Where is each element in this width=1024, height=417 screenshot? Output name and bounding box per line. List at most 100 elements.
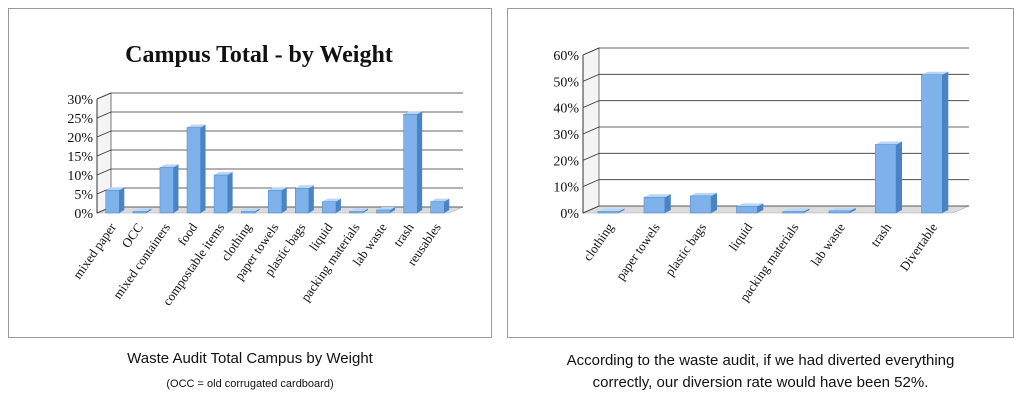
- bar-front: [105, 189, 120, 214]
- bar-top: [349, 208, 368, 212]
- bar-liquid: [322, 198, 341, 214]
- bar-front: [874, 144, 897, 214]
- bar-front: [782, 211, 804, 214]
- bar-top: [921, 71, 949, 75]
- bar-top: [430, 198, 450, 202]
- caption-right: According to the waste audit, if we had …: [507, 350, 1014, 394]
- bar-side: [618, 208, 625, 213]
- bar-top: [241, 208, 260, 212]
- bar-reusables: [430, 198, 450, 214]
- bar-packing-materials: [782, 208, 810, 214]
- left-chart-gridline-side: [96, 130, 112, 138]
- bar-front: [267, 189, 283, 214]
- xtick-label-mixed-paper: mixed paper: [70, 220, 120, 282]
- bar-front: [349, 211, 364, 214]
- bar-lab-waste: [376, 206, 396, 214]
- xtick-label-liquid: liquid: [726, 220, 756, 254]
- bar-occ: [132, 208, 152, 214]
- bar-plastic-bags: [295, 185, 314, 214]
- right-chart-gridline-side: [582, 179, 600, 188]
- bar-side: [711, 192, 718, 213]
- xtick-label-clothing: clothing: [580, 220, 617, 264]
- caption-right-line-2: correctly, our diversion rate would have…: [592, 374, 929, 391]
- bar-front: [240, 211, 255, 214]
- right-chart-ytick-label: 30%: [553, 128, 579, 143]
- bar-top: [187, 124, 206, 128]
- bar-side: [335, 198, 341, 213]
- right-chart-gridline-side: [582, 47, 600, 56]
- bar-top: [295, 185, 314, 189]
- bar-plastic-bags: [689, 192, 718, 214]
- bar-trash: [874, 141, 903, 214]
- bar-side: [173, 164, 179, 213]
- right-chart-ytick-label: 40%: [553, 102, 579, 117]
- bar-liquid: [736, 203, 764, 214]
- bar-divertable: [921, 71, 949, 214]
- bar-front: [430, 201, 445, 214]
- left-chart-ytick-label: 5%: [74, 188, 93, 203]
- chart-panel-left: Campus Total - by Weight 0% 5% 10% 15% 20% 25%…: [8, 8, 492, 338]
- bar-front: [403, 113, 418, 214]
- left-chart-gridline-side: [96, 168, 112, 176]
- bar-top: [690, 192, 718, 196]
- xtick-label-divertable: Divertable: [897, 220, 941, 274]
- bar-front: [643, 196, 666, 214]
- right-chart-ytick-label: 50%: [553, 75, 579, 90]
- bar-side: [281, 187, 287, 213]
- bar-side: [896, 141, 903, 213]
- bar-front: [376, 209, 391, 214]
- bar-top: [132, 208, 152, 212]
- right-chart-gridline-side: [582, 205, 600, 214]
- left-chart-ytick-label: 20%: [67, 131, 93, 146]
- bar-paper-towels: [267, 187, 287, 214]
- right-chart-gridline-side: [582, 126, 600, 135]
- bar-top: [828, 207, 856, 211]
- bar-mixed-containers: [159, 164, 179, 214]
- bar-side: [849, 207, 856, 213]
- left-chart-gridline-side: [96, 111, 112, 119]
- caption-left: Waste Audit Total Campus by Weight: [127, 350, 373, 367]
- bar-lab-waste: [828, 207, 856, 214]
- bar-side: [664, 194, 671, 213]
- bar-side: [363, 208, 368, 213]
- bar-side: [942, 71, 949, 213]
- bar-trash: [403, 111, 423, 214]
- bar-side: [119, 187, 125, 213]
- bar-front: [186, 127, 201, 214]
- xtick-label-trash: trash: [867, 220, 894, 250]
- bar-top: [643, 194, 671, 198]
- bar-side: [254, 208, 260, 213]
- bar-side: [417, 111, 423, 213]
- bar-front: [159, 167, 174, 214]
- right-chart-ytick-label: 0%: [560, 207, 579, 222]
- bar-top: [322, 198, 341, 202]
- right-chart-ytick-label: 10%: [553, 181, 579, 196]
- bar-front: [921, 74, 943, 214]
- bar-front: [689, 195, 712, 214]
- right-chart-floor: [582, 205, 970, 214]
- chart-campus-total: Campus Total - by Weight 0% 5% 10% 15% 20% 25%…: [67, 42, 464, 308]
- bar-front: [736, 206, 758, 214]
- left-chart-gridline-side: [96, 149, 112, 157]
- bar-front: [828, 210, 851, 214]
- right-chart-gridline-side: [582, 152, 600, 161]
- bar-front: [132, 211, 147, 214]
- left-chart-ytick-label: 0%: [74, 207, 93, 222]
- left-chart-ytick-label: 25%: [67, 112, 93, 127]
- bar-top: [268, 187, 287, 191]
- bar-side: [803, 208, 810, 213]
- bar-side: [200, 124, 206, 213]
- bar-top: [105, 187, 125, 191]
- bar-packing-materials: [349, 208, 368, 214]
- caption-left-note: (OCC = old corrugated cardboard): [166, 378, 334, 390]
- chart-panel-right: 0% 10% 20% 30% 40% 50% 60% clothing paper towels…: [507, 8, 1014, 338]
- right-chart-gridline-side: [582, 73, 600, 82]
- bar-side: [390, 206, 396, 213]
- caption-right-line-1: According to the waste audit, if we had …: [566, 352, 955, 369]
- bar-clothing: [597, 208, 625, 214]
- bar-front: [322, 201, 337, 214]
- left-chart-ytick-label: 10%: [67, 169, 93, 184]
- bar-top: [376, 206, 396, 210]
- right-chart-gridline-side: [582, 100, 600, 109]
